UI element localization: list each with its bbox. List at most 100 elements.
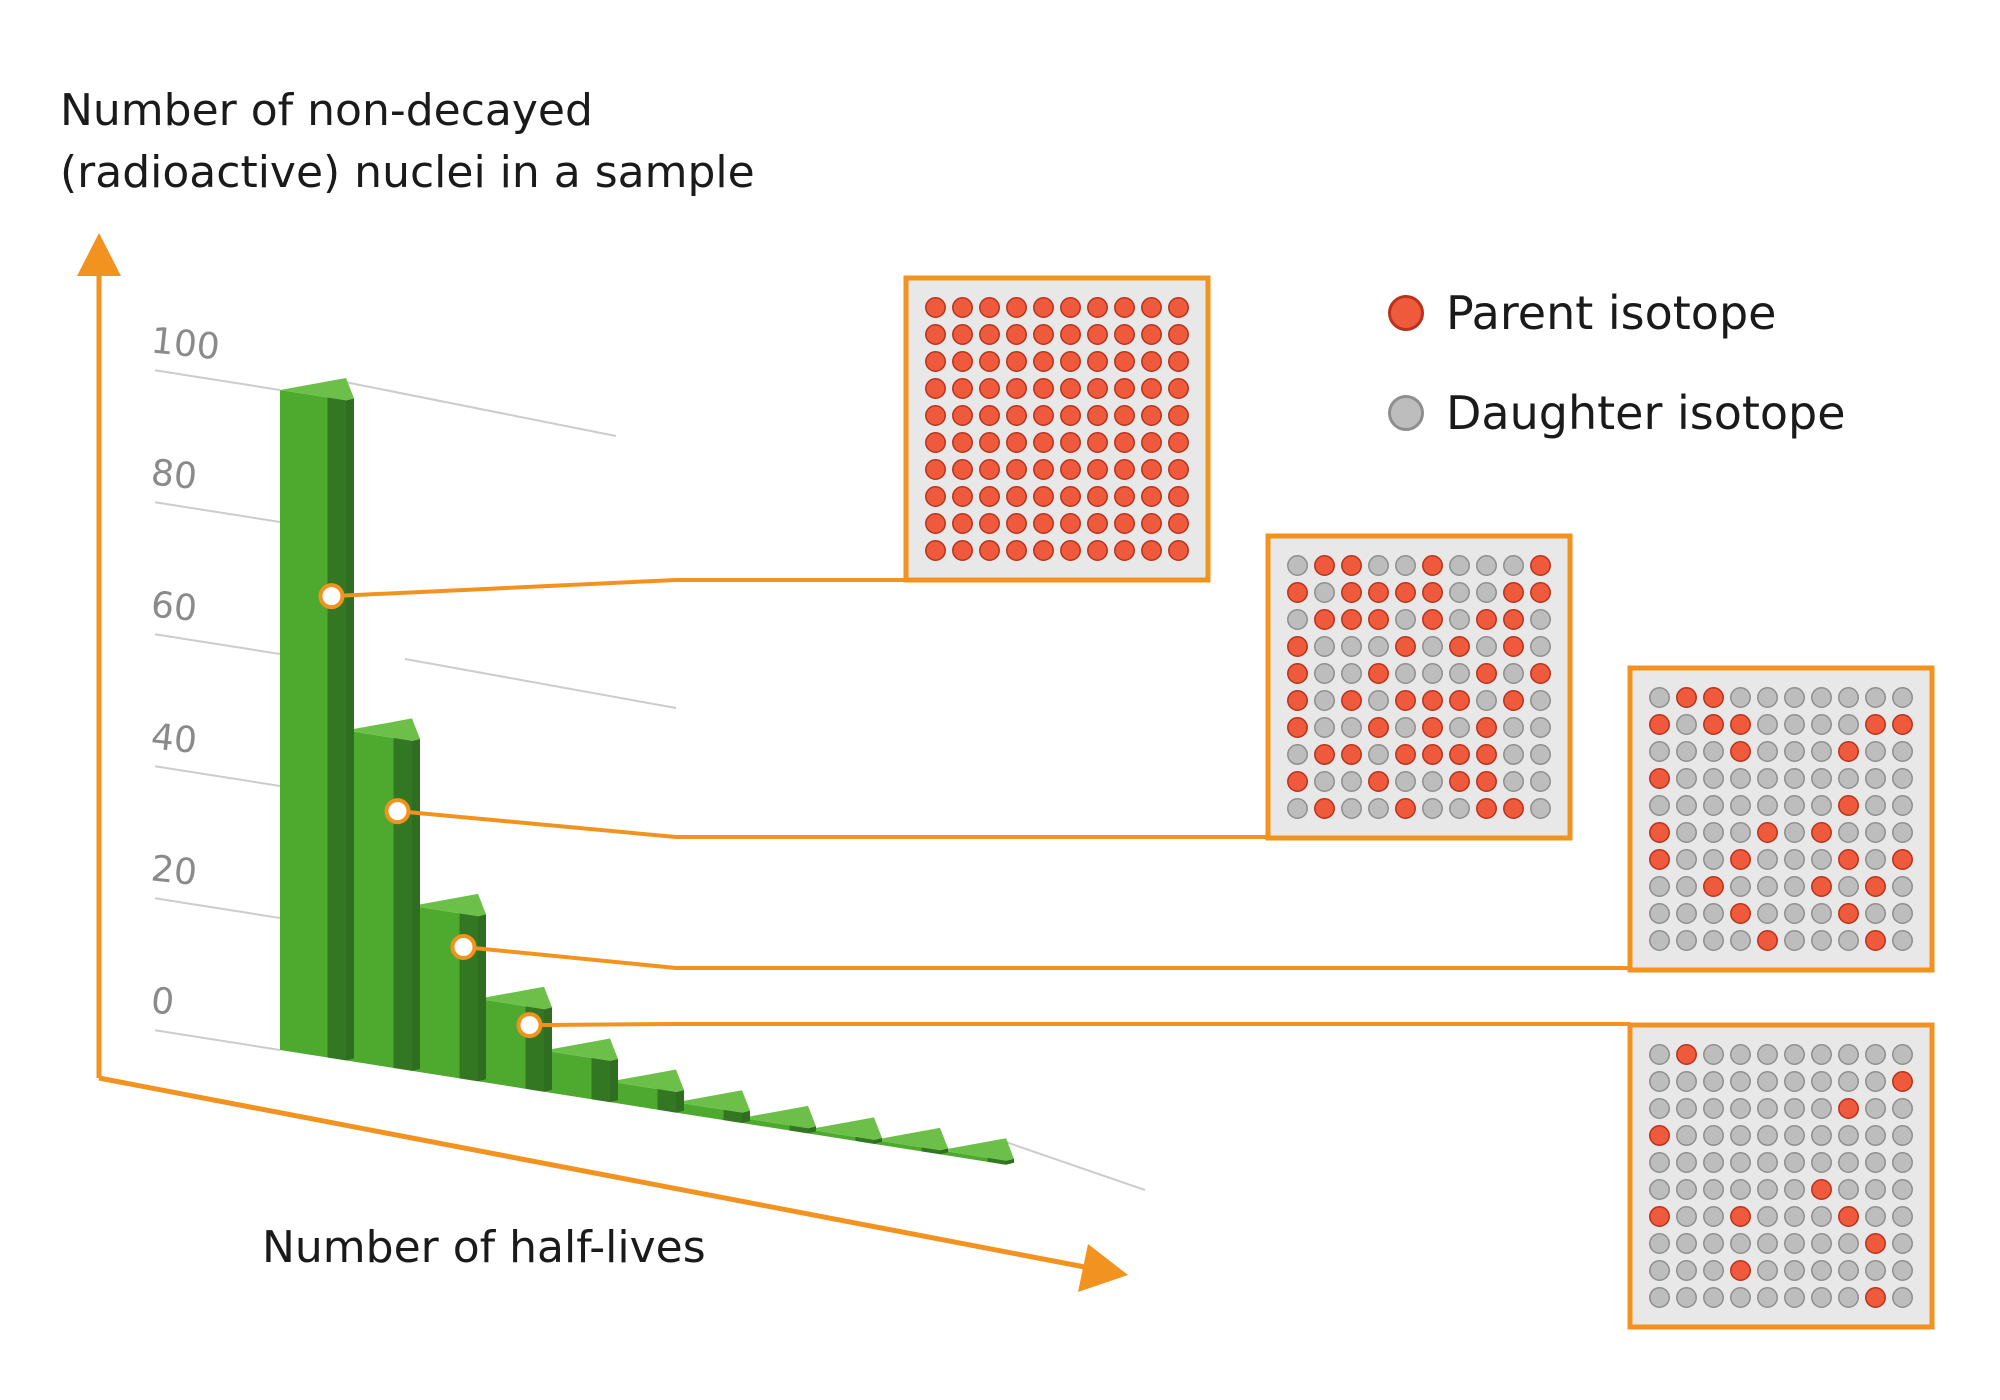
parent-nucleus [952, 432, 973, 453]
bar-10 [874, 1127, 948, 1155]
parent-nucleus [1141, 378, 1162, 399]
parent-nucleus [1341, 690, 1362, 711]
gridline-back-100 [344, 381, 617, 437]
daughter-nucleus [1676, 849, 1697, 870]
daughter-nucleus [1649, 1260, 1670, 1281]
daughter-nucleus [1892, 1260, 1913, 1281]
parent-nucleus [1757, 930, 1778, 951]
parent-nucleus [1449, 771, 1470, 792]
bar-9 [808, 1117, 882, 1144]
daughter-nucleus [1784, 1233, 1805, 1254]
daughter-nucleus [1865, 1179, 1886, 1200]
parent-nucleus [1422, 717, 1443, 738]
daughter-nucleus [1892, 1152, 1913, 1173]
parent-nucleus [1141, 486, 1162, 507]
parent-nucleus [1730, 714, 1751, 735]
daughter-nucleus [1676, 822, 1697, 843]
parent-nucleus [1087, 459, 1108, 480]
parent-nucleus [1422, 690, 1443, 711]
parent-nucleus [925, 459, 946, 480]
daughter-nucleus [1892, 1206, 1913, 1227]
daughter-nucleus [1784, 1152, 1805, 1173]
daughter-nucleus [1784, 903, 1805, 924]
parent-nucleus [1314, 798, 1335, 819]
daughter-nucleus [1703, 1206, 1724, 1227]
parent-nucleus [1006, 378, 1027, 399]
daughter-nucleus [1476, 636, 1497, 657]
parent-nucleus [1395, 744, 1416, 765]
daughter-nucleus [1865, 1071, 1886, 1092]
daughter-nucleus [1649, 1152, 1670, 1173]
daughter-nucleus [1703, 1071, 1724, 1092]
y-tick-label: 40 [149, 716, 199, 762]
leader-line-3 [529, 1022, 1630, 1028]
parent-nucleus [1114, 459, 1135, 480]
parent-nucleus [1114, 351, 1135, 372]
parent-nucleus [952, 486, 973, 507]
parent-nucleus [1730, 849, 1751, 870]
daughter-nucleus [1422, 771, 1443, 792]
bar-7 [676, 1090, 750, 1123]
daughter-nucleus [1757, 849, 1778, 870]
daughter-nucleus [1649, 876, 1670, 897]
parent-nucleus [1314, 609, 1335, 630]
legend-parent-label: Parent isotope [1446, 286, 1777, 340]
daughter-nucleus [1503, 555, 1524, 576]
daughter-nucleus [1287, 744, 1308, 765]
parent-nucleus [1168, 486, 1189, 507]
parent-nucleus [1422, 609, 1443, 630]
parent-nucleus [1649, 849, 1670, 870]
daughter-nucleus [1784, 1179, 1805, 1200]
daughter-nucleus [1784, 1125, 1805, 1146]
daughter-nucleus [1811, 1206, 1832, 1227]
daughter-nucleus [1476, 582, 1497, 603]
leader-line-2 [463, 944, 1630, 970]
parent-nucleus [1530, 582, 1551, 603]
daughter-nucleus [1838, 714, 1859, 735]
daughter-nucleus [1676, 903, 1697, 924]
daughter-nucleus [1676, 795, 1697, 816]
parent-nucleus [1314, 744, 1335, 765]
daughter-nucleus [1811, 903, 1832, 924]
sample-grid-3 [1627, 1022, 1935, 1330]
daughter-nucleus [1730, 1287, 1751, 1308]
daughter-nucleus [1449, 663, 1470, 684]
parent-nucleus [979, 432, 1000, 453]
daughter-nucleus [1865, 903, 1886, 924]
daughter-nucleus [1368, 555, 1389, 576]
daughter-nucleus [1730, 930, 1751, 951]
gridline-back-60 [404, 658, 677, 709]
parent-nucleus [1395, 798, 1416, 819]
parent-nucleus [1287, 663, 1308, 684]
parent-nucleus [1006, 297, 1027, 318]
daughter-nucleus [1865, 741, 1886, 762]
bar-top-face [346, 718, 420, 741]
parent-nucleus [1168, 540, 1189, 561]
daughter-nucleus [1865, 1044, 1886, 1065]
parent-nucleus [1006, 432, 1027, 453]
parent-nucleus [1060, 405, 1081, 426]
parent-nucleus [1865, 1287, 1886, 1308]
parent-nucleus [1449, 636, 1470, 657]
gridline-back-0 [999, 1139, 1146, 1191]
parent-nucleus [1141, 324, 1162, 345]
parent-nucleus [1168, 351, 1189, 372]
parent-nucleus [1730, 903, 1751, 924]
parent-nucleus [1395, 636, 1416, 657]
bar-side-face [610, 1058, 618, 1103]
bar-top-face [940, 1138, 1014, 1161]
parent-nucleus [1287, 717, 1308, 738]
parent-nucleus [1006, 513, 1027, 534]
daughter-nucleus [1649, 903, 1670, 924]
daughter-nucleus [1703, 1098, 1724, 1119]
daughter-nucleus [1649, 741, 1670, 762]
parent-nucleus [1006, 351, 1027, 372]
bar-shade [657, 1089, 676, 1113]
parent-nucleus [925, 432, 946, 453]
daughter-nucleus [1730, 768, 1751, 789]
daughter-nucleus [1784, 1260, 1805, 1281]
parent-nucleus [979, 540, 1000, 561]
parent-nucleus [1033, 459, 1054, 480]
